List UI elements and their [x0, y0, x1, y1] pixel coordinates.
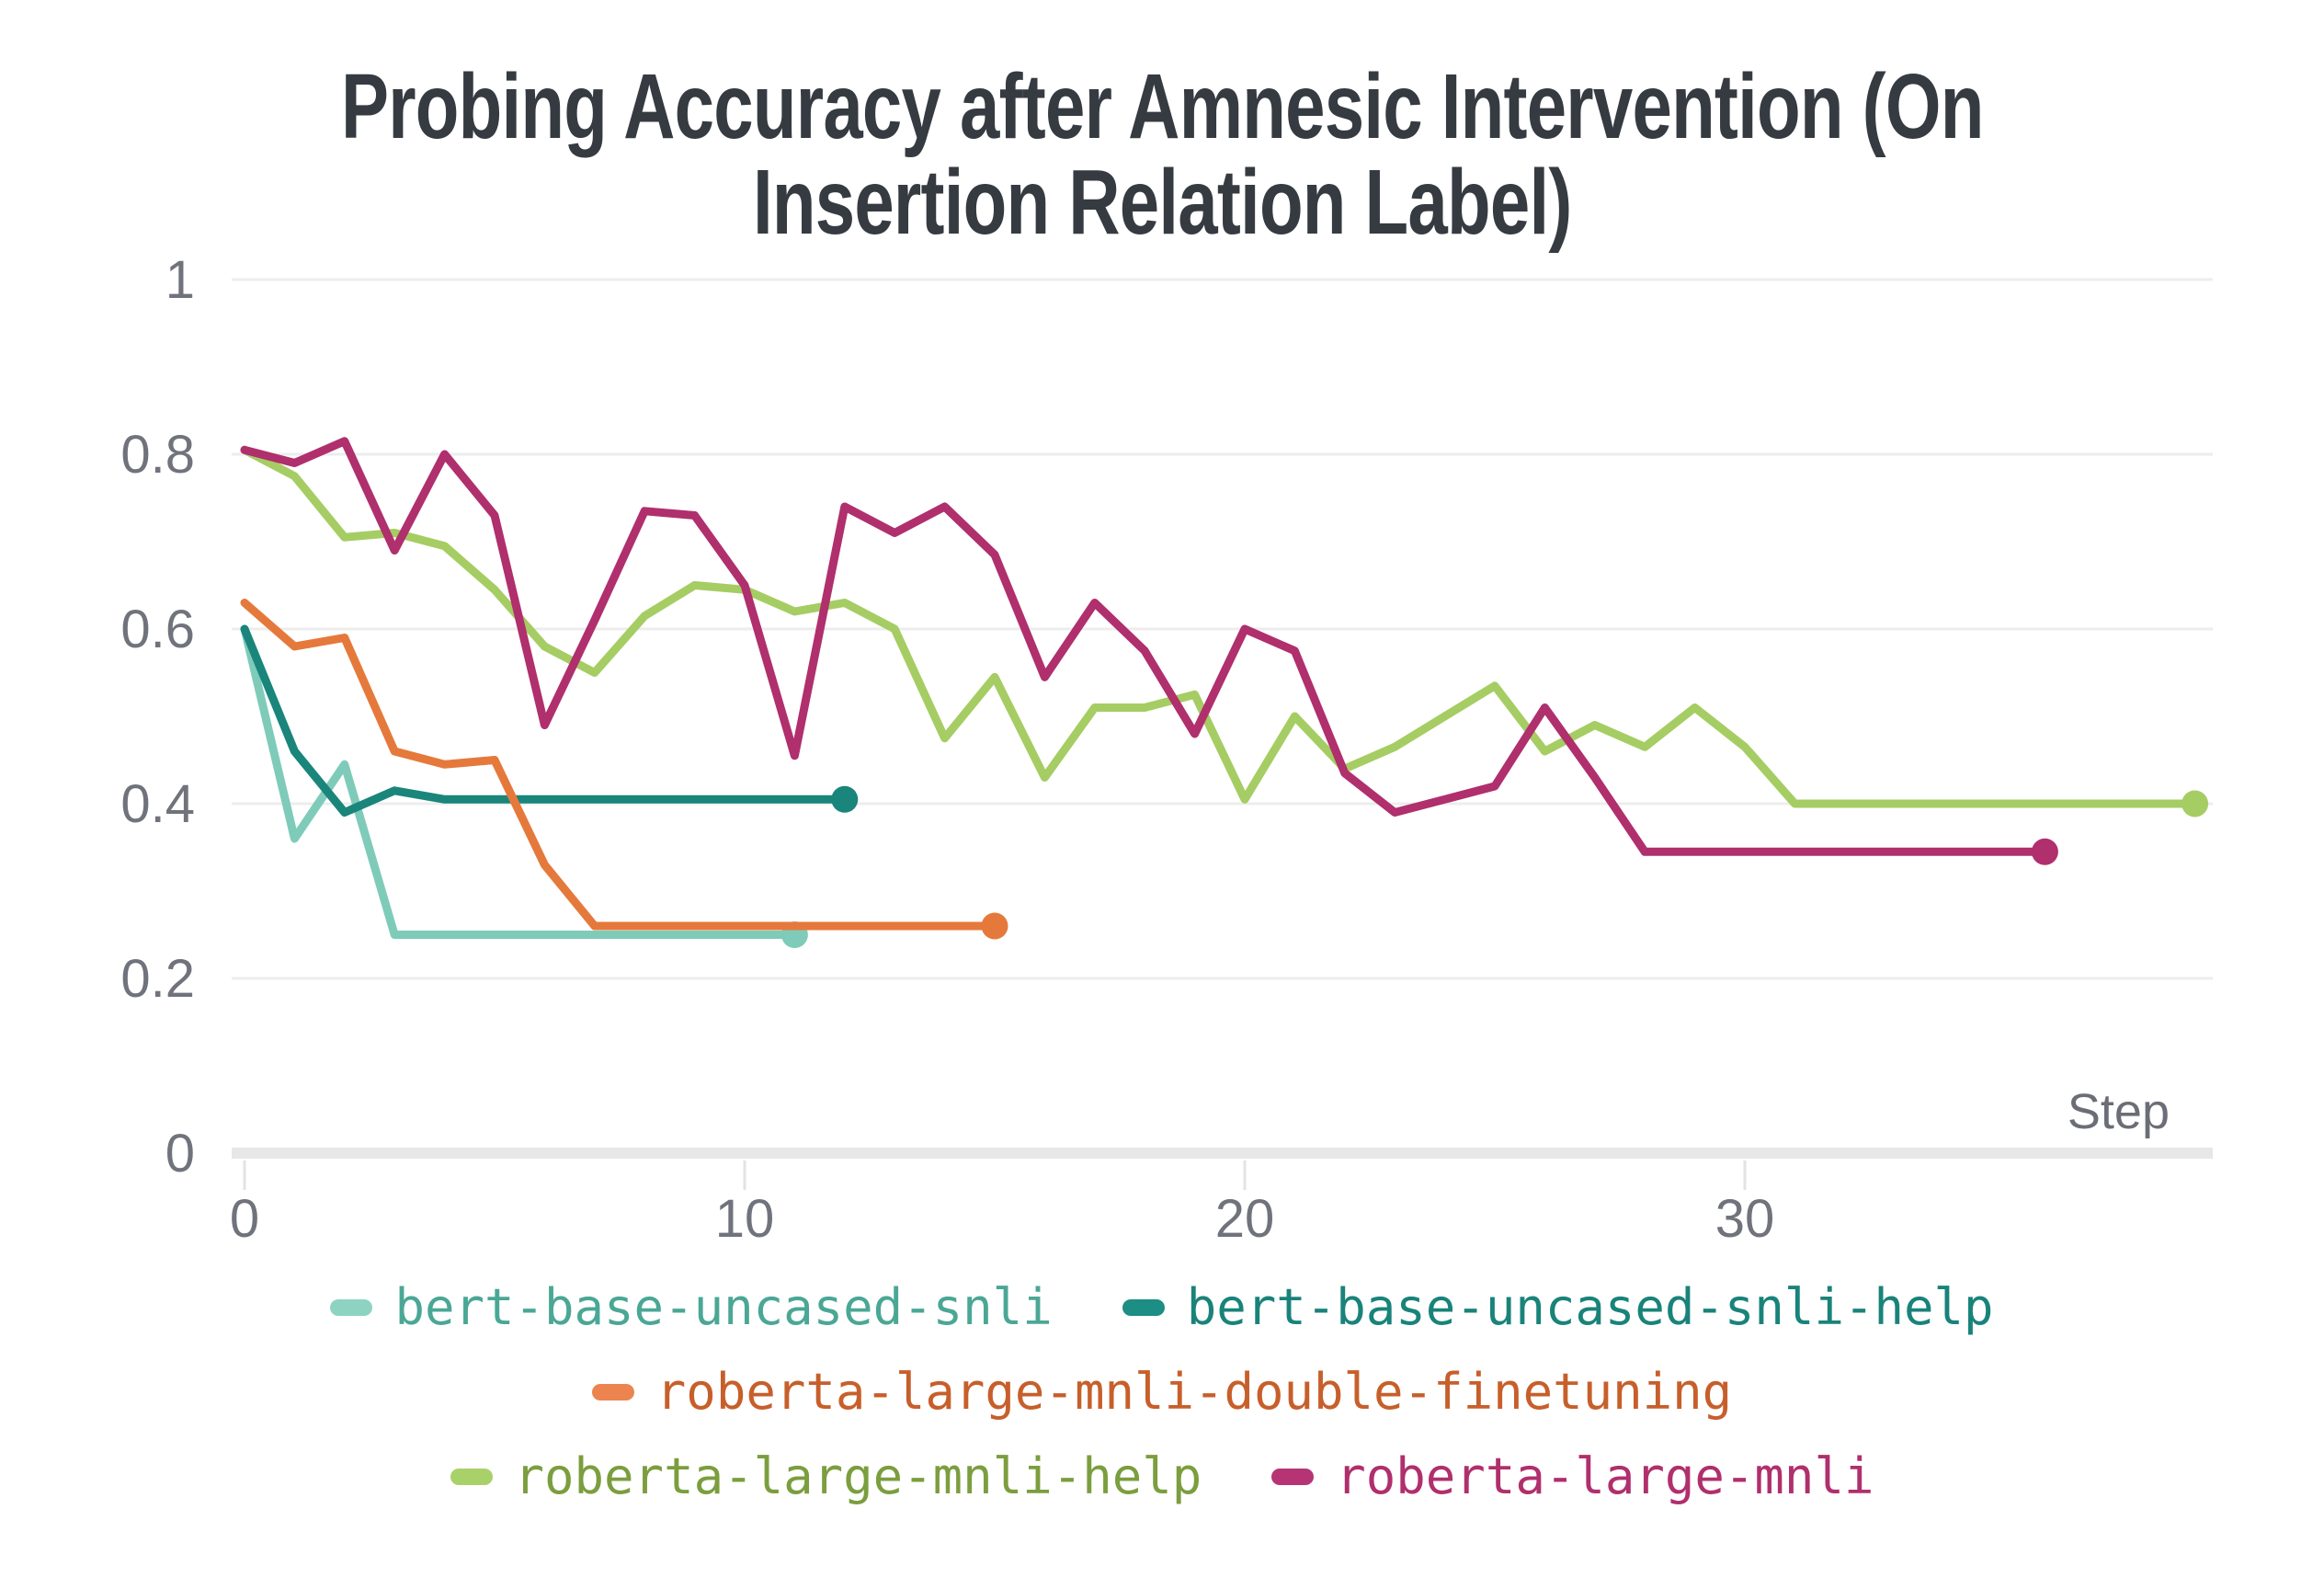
series-line-bert-base-uncased-snli-help	[240, 624, 849, 817]
chart-title: Probing Accuracy after Amnesic Intervent…	[0, 59, 2324, 250]
legend-swatch-roberta-large-mnli-help	[450, 1469, 493, 1485]
y-tick-label-0.2: 0.2	[120, 949, 195, 1009]
legend-label-bert-base-uncased-snli: bert-base-uncased-snli	[394, 1278, 1053, 1336]
series-line-roberta-large-mnli	[240, 437, 2049, 856]
legend-row-3: roberta-large-mnli-help roberta-large-mnl…	[450, 1447, 1874, 1506]
series-end-dot-roberta-large-mnli-help	[2182, 790, 2209, 817]
legend-swatch-roberta-large-mnli-double-finetuning	[591, 1384, 634, 1400]
legend-item-roberta-large-mnli-double-finetuning[interactable]: roberta-large-mnli-double-finetuning	[591, 1363, 1733, 1422]
x-tick-label-10: 10	[714, 1189, 775, 1249]
legend: bert-base-uncased-snli bert-base-uncased-…	[0, 1278, 2324, 1506]
legend-item-roberta-large-mnli-help[interactable]: roberta-large-mnli-help	[450, 1447, 1202, 1506]
y-tick-label-1: 1	[165, 250, 195, 310]
series-end-dot-bert-base-uncased-snli-help	[831, 785, 859, 813]
legend-swatch-bert-base-uncased-snli-help	[1122, 1299, 1165, 1316]
y-tick-label-0.4: 0.4	[120, 774, 195, 834]
x-tick-label-20: 20	[1214, 1189, 1275, 1249]
legend-item-roberta-large-mnli[interactable]: roberta-large-mnli	[1271, 1447, 1874, 1506]
x-axis-title: Step	[2067, 1084, 2170, 1139]
legend-label-roberta-large-mnli: roberta-large-mnli	[1336, 1447, 1874, 1505]
chart-title-line-2: Insertion Relation Label)	[752, 151, 1572, 254]
legend-label-bert-base-uncased-snli-help: bert-base-uncased-snli-help	[1186, 1278, 1994, 1336]
x-tick-label-30: 30	[1715, 1189, 1775, 1249]
series-end-dot-roberta-large-mnli	[2031, 838, 2058, 865]
legend-swatch-bert-base-uncased-snli	[330, 1299, 373, 1316]
legend-item-bert-base-uncased-snli-help[interactable]: bert-base-uncased-snli-help	[1122, 1278, 1994, 1337]
series-line-roberta-large-mnli-help	[240, 445, 2200, 808]
y-tick-label-0.6: 0.6	[120, 600, 195, 659]
chart-title-line-1: Probing Accuracy after Amnesic Intervent…	[340, 55, 1984, 158]
x-tick-label-0: 0	[229, 1189, 260, 1249]
series-line-bert-base-uncased-snli	[240, 624, 799, 939]
legend-label-roberta-large-mnli-double-finetuning: roberta-large-mnli-double-finetuning	[655, 1363, 1733, 1421]
series-end-dot-roberta-large-mnli-double-finetuning	[981, 912, 1008, 940]
legend-label-roberta-large-mnli-help: roberta-large-mnli-help	[514, 1447, 1202, 1505]
series-line-roberta-large-mnli-double-finetuning	[240, 599, 999, 931]
legend-swatch-roberta-large-mnli	[1271, 1469, 1315, 1485]
legend-row-1: bert-base-uncased-snli bert-base-uncased-…	[330, 1278, 1994, 1337]
legend-item-bert-base-uncased-snli[interactable]: bert-base-uncased-snli	[330, 1278, 1053, 1337]
y-tick-label-0: 0	[165, 1124, 195, 1183]
y-tick-label-0.8: 0.8	[120, 425, 195, 485]
legend-row-2: roberta-large-mnli-double-finetuning	[591, 1363, 1733, 1422]
